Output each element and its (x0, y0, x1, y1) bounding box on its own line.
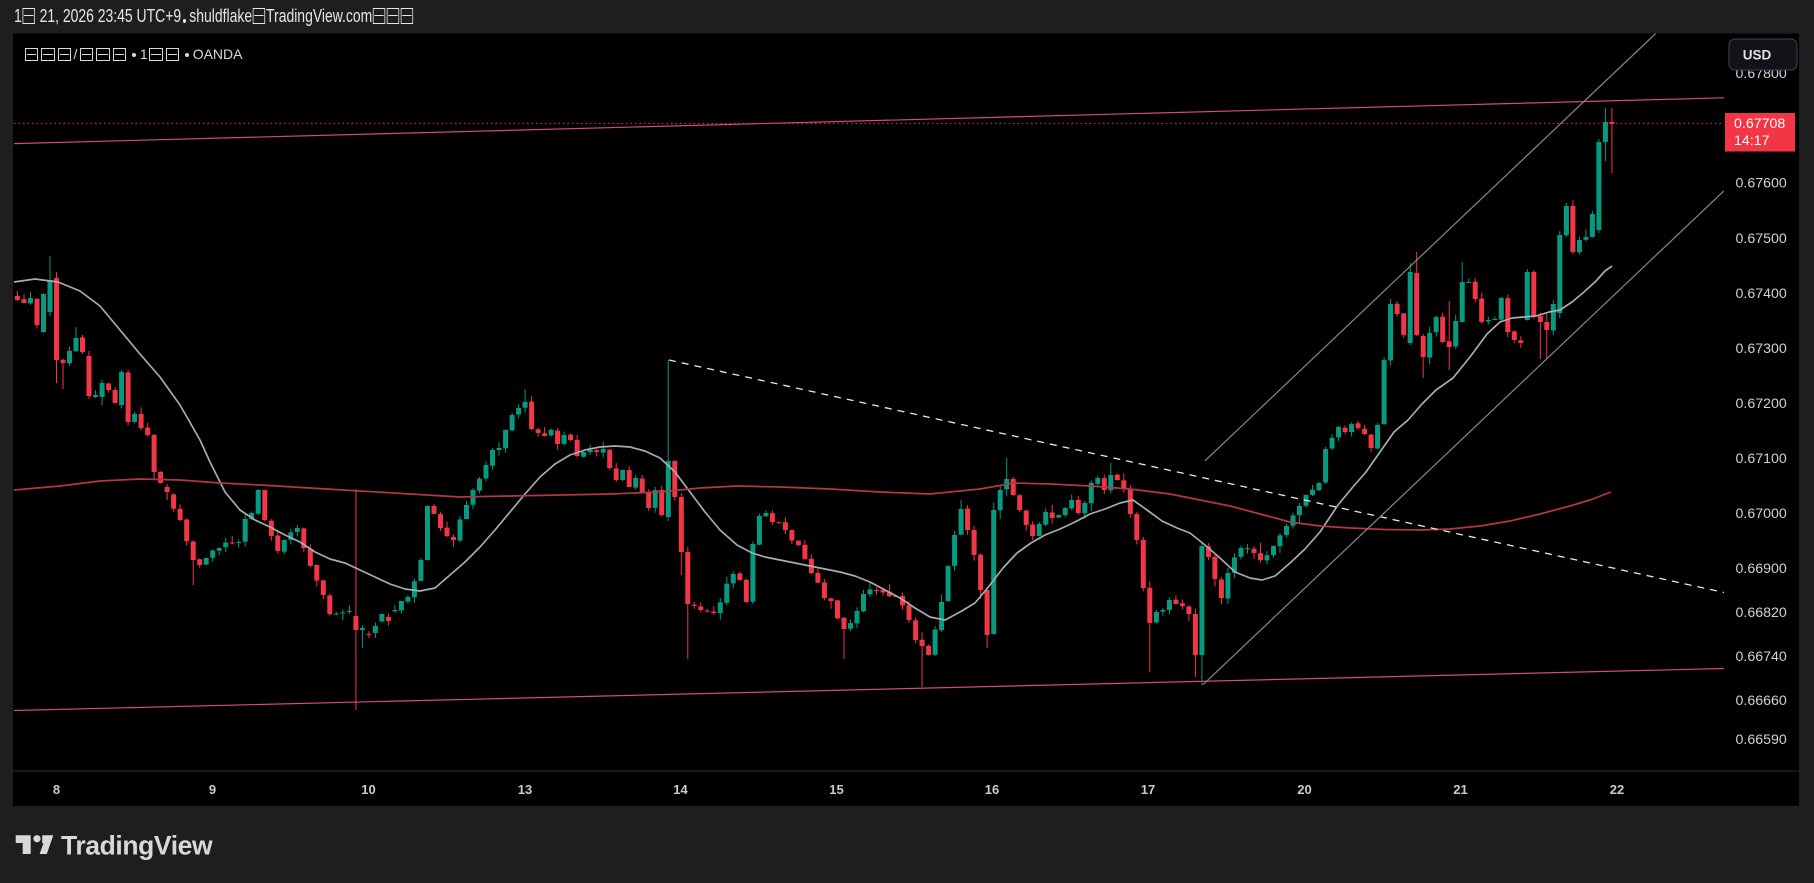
svg-text:16: 16 (985, 782, 999, 797)
svg-text:0.66740: 0.66740 (1736, 649, 1787, 665)
svg-text:0.67600: 0.67600 (1736, 176, 1787, 192)
svg-text:15: 15 (829, 782, 843, 797)
svg-text:0.67500: 0.67500 (1736, 231, 1787, 247)
svg-text:0.67000: 0.67000 (1736, 506, 1787, 522)
svg-text:17: 17 (1141, 782, 1155, 797)
svg-text:0.66900: 0.66900 (1736, 561, 1787, 577)
svg-text:0.67708: 0.67708 (1734, 116, 1785, 132)
svg-text:USD: USD (1743, 48, 1772, 63)
svg-text:0.66820: 0.66820 (1736, 605, 1787, 621)
svg-text:0.66590: 0.66590 (1736, 732, 1787, 748)
svg-text:22: 22 (1610, 782, 1624, 797)
svg-text:0.67200: 0.67200 (1736, 396, 1787, 412)
svg-text:0.67100: 0.67100 (1736, 451, 1787, 467)
svg-text:14: 14 (673, 782, 688, 797)
svg-text:14:17: 14:17 (1734, 133, 1770, 149)
svg-text:0.67400: 0.67400 (1736, 286, 1787, 302)
svg-text:TradingView: TradingView (61, 831, 213, 861)
svg-text:8: 8 (53, 782, 60, 797)
svg-text:0.66660: 0.66660 (1736, 693, 1787, 709)
svg-text:10: 10 (361, 782, 375, 797)
svg-text:0.67300: 0.67300 (1736, 341, 1787, 357)
svg-text:21: 21 (1453, 782, 1467, 797)
svg-text:13: 13 (518, 782, 532, 797)
svg-text:20: 20 (1297, 782, 1311, 797)
svg-text:9: 9 (209, 782, 216, 797)
